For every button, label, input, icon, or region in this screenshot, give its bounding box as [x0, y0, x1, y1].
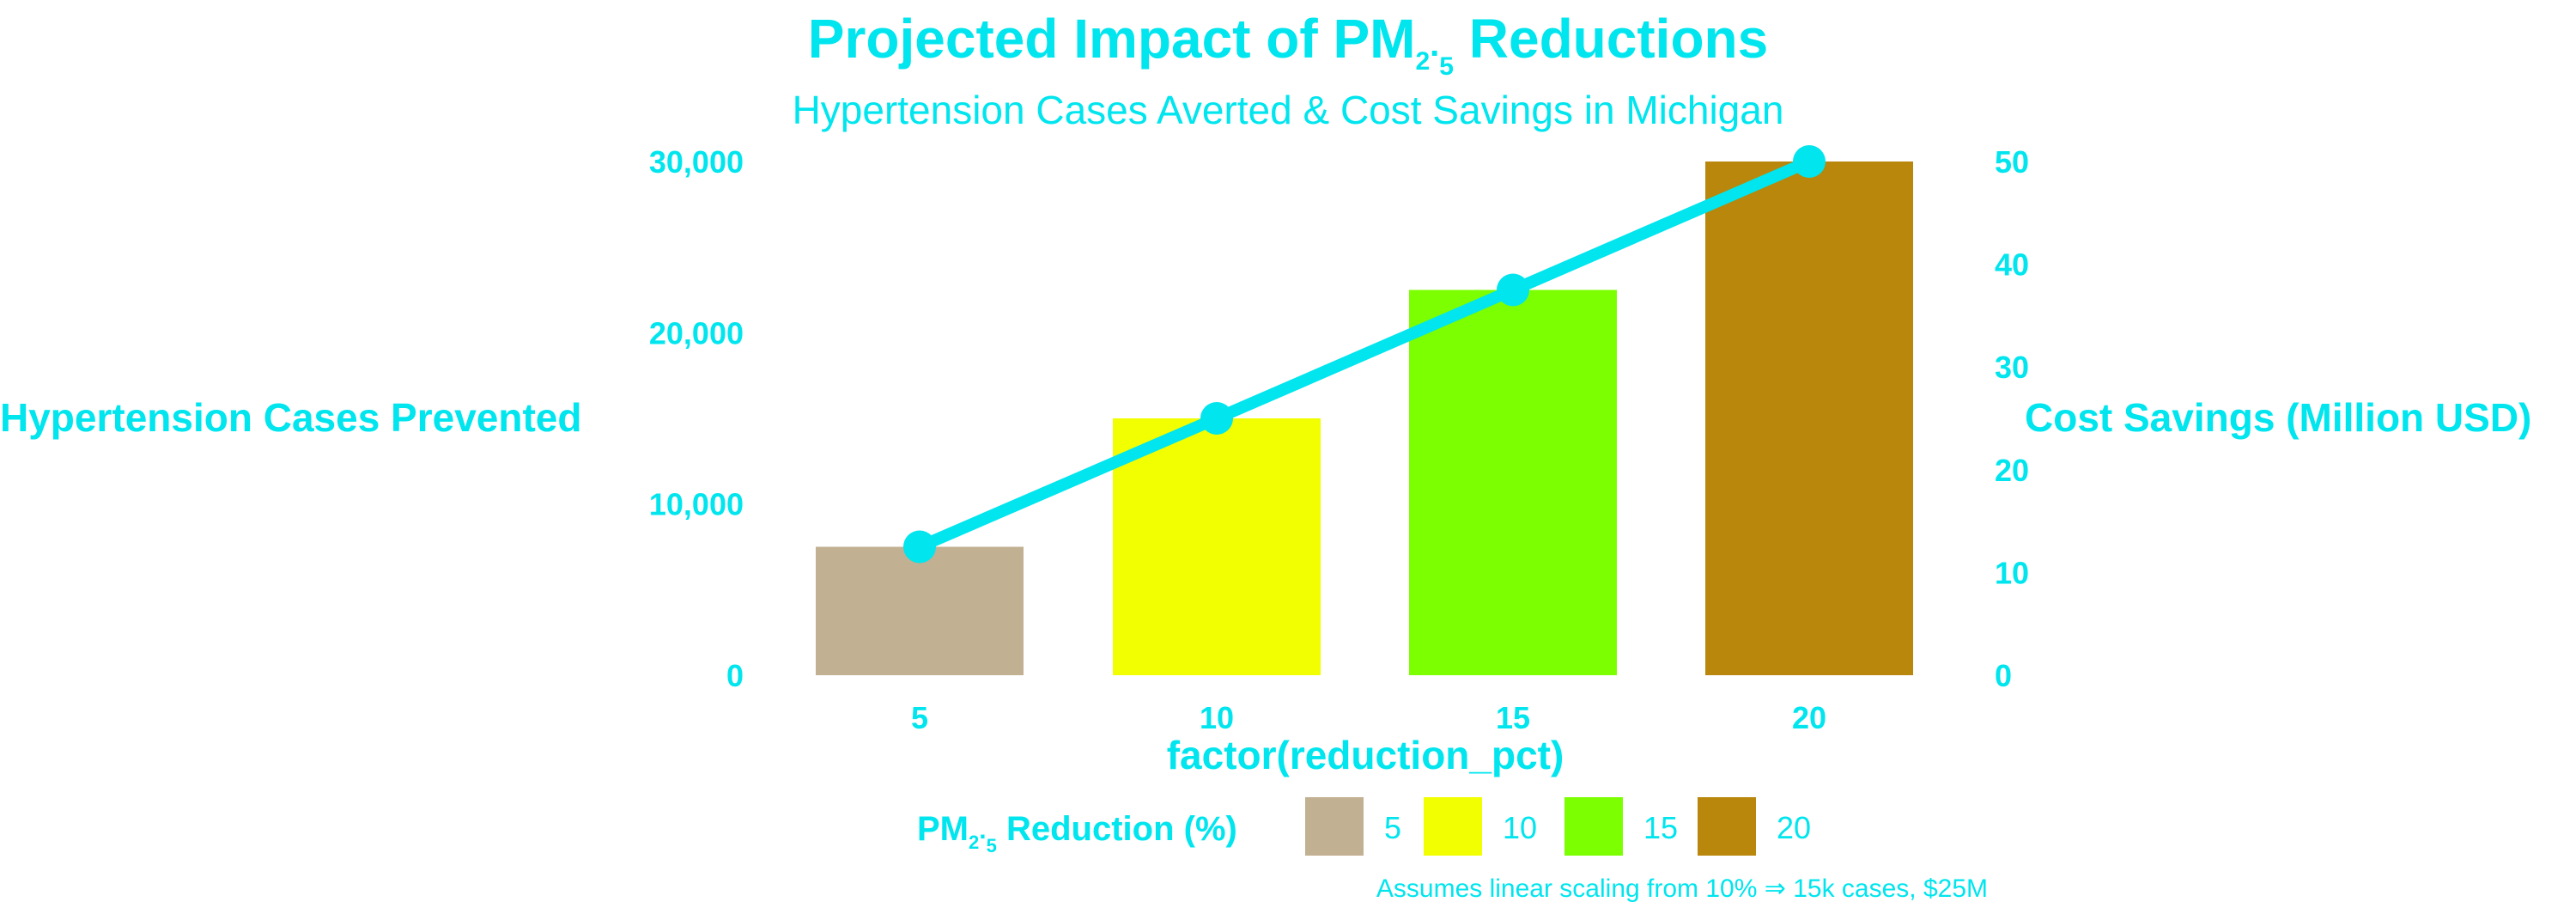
cost-savings-point-5	[903, 530, 936, 564]
cost-savings-line	[914, 155, 1815, 553]
y-left-tick-label: 10,000	[649, 487, 744, 522]
y-right-tick-label: 30	[1995, 350, 2029, 385]
y-axis-left-ticks: 0 10,000 20,000 30,000	[649, 144, 744, 693]
y-left-tick-label: 20,000	[649, 315, 744, 350]
chart-title: Projected Impact of PM2.5 Reductions	[808, 8, 1768, 81]
title-prefix: Projected Impact of PM	[808, 8, 1416, 70]
legend-key-10	[1424, 797, 1482, 856]
x-tick-label-10: 10	[1200, 700, 1234, 735]
legend-title-prefix: PM	[917, 810, 969, 848]
legend-label-10: 10	[1503, 810, 1537, 845]
y-right-tick-label: 10	[1995, 555, 2029, 590]
x-axis-ticks: 5 10 15 20	[911, 700, 1826, 735]
title-dot: .	[1430, 26, 1439, 64]
bar-5	[816, 546, 1024, 675]
title-suffix: Reductions	[1454, 8, 1768, 70]
y-right-tick-label: 0	[1995, 658, 2012, 693]
legend-key-20	[1698, 797, 1756, 856]
legend-label-15: 15	[1643, 810, 1678, 845]
y-right-tick-label: 20	[1995, 453, 2029, 488]
y-right-tick-label: 50	[1995, 144, 2029, 180]
title-subscript-2: 2	[1415, 47, 1430, 76]
legend-title-subscript-5: 5	[987, 835, 997, 856]
legend-key-15	[1564, 797, 1623, 856]
y-left-tick-label: 0	[726, 658, 744, 693]
bars	[816, 162, 1913, 675]
x-axis-title: factor(reduction_pct)	[1167, 733, 1564, 777]
legend-title-subscript-2: 2	[969, 832, 979, 853]
cost-savings-point-15	[1497, 273, 1529, 307]
cost-savings-point-20	[1793, 145, 1826, 178]
y-axis-right-ticks: 0 10 20 30 40 50	[1995, 144, 2029, 693]
x-tick-label-5: 5	[911, 700, 928, 735]
cost-savings-point-10	[1200, 402, 1233, 435]
chart-subtitle: Hypertension Cases Averted & Cost Saving…	[793, 88, 1784, 132]
chart-caption: Assumes linear scaling from 10% ⇒ 15k ca…	[1376, 875, 1988, 902]
legend-label-5: 5	[1384, 810, 1401, 845]
legend-title-dot: .	[979, 816, 986, 844]
legend-title-suffix: Reduction (%)	[997, 810, 1237, 848]
y-axis-right-title: Cost Savings (Million USD)	[2025, 395, 2531, 440]
title-subscript-5: 5	[1439, 52, 1454, 81]
y-axis-left-title: Hypertension Cases Prevented	[0, 395, 582, 440]
bar-10	[1113, 418, 1321, 675]
legend-key-5	[1305, 797, 1364, 856]
y-right-tick-label: 40	[1995, 247, 2029, 283]
legend-title: PM2.5 Reduction (%)	[917, 810, 1237, 856]
x-tick-label-20: 20	[1792, 700, 1826, 735]
bar-20	[1705, 162, 1913, 675]
bar-15	[1409, 289, 1617, 675]
y-left-tick-label: 30,000	[649, 144, 744, 180]
legend: PM2.5 Reduction (%) 5 10 15 20	[917, 797, 1811, 856]
cost-savings-line-series	[903, 145, 1826, 564]
legend-label-20: 20	[1777, 810, 1811, 845]
x-tick-label-15: 15	[1496, 700, 1530, 735]
